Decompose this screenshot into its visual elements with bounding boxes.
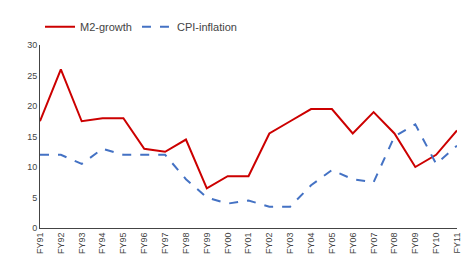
svg-text:FY92: FY92 (56, 233, 66, 255)
svg-text:5: 5 (32, 193, 37, 203)
svg-text:FY94: FY94 (97, 233, 107, 255)
svg-text:30: 30 (27, 40, 37, 50)
svg-text:FY06: FY06 (348, 233, 358, 255)
svg-text:FY01: FY01 (243, 233, 253, 255)
svg-text:FY04: FY04 (306, 233, 316, 255)
svg-text:FY11: FY11 (452, 233, 462, 254)
svg-text:FY96: FY96 (139, 233, 149, 255)
svg-text:M2-growth: M2-growth (80, 21, 132, 33)
svg-text:25: 25 (27, 71, 37, 81)
svg-text:FY07: FY07 (369, 233, 379, 255)
svg-text:FY08: FY08 (389, 233, 399, 255)
svg-text:FY10: FY10 (431, 233, 441, 255)
svg-text:FY99: FY99 (202, 233, 212, 255)
svg-text:FY97: FY97 (160, 233, 170, 255)
svg-text:FY09: FY09 (410, 233, 420, 255)
svg-text:FY00: FY00 (223, 233, 233, 255)
svg-text:15: 15 (27, 132, 37, 142)
svg-text:FY05: FY05 (327, 233, 337, 255)
svg-text:FY03: FY03 (285, 233, 295, 255)
svg-text:FY95: FY95 (118, 233, 128, 255)
svg-text:FY93: FY93 (77, 233, 87, 255)
svg-text:20: 20 (27, 101, 37, 111)
svg-text:FY91: FY91 (35, 233, 45, 255)
svg-text:0: 0 (32, 223, 37, 233)
svg-text:FY98: FY98 (181, 233, 191, 255)
svg-text:FY02: FY02 (264, 233, 274, 255)
svg-text:10: 10 (27, 162, 37, 172)
svg-text:CPI-inflation: CPI-inflation (177, 21, 237, 33)
